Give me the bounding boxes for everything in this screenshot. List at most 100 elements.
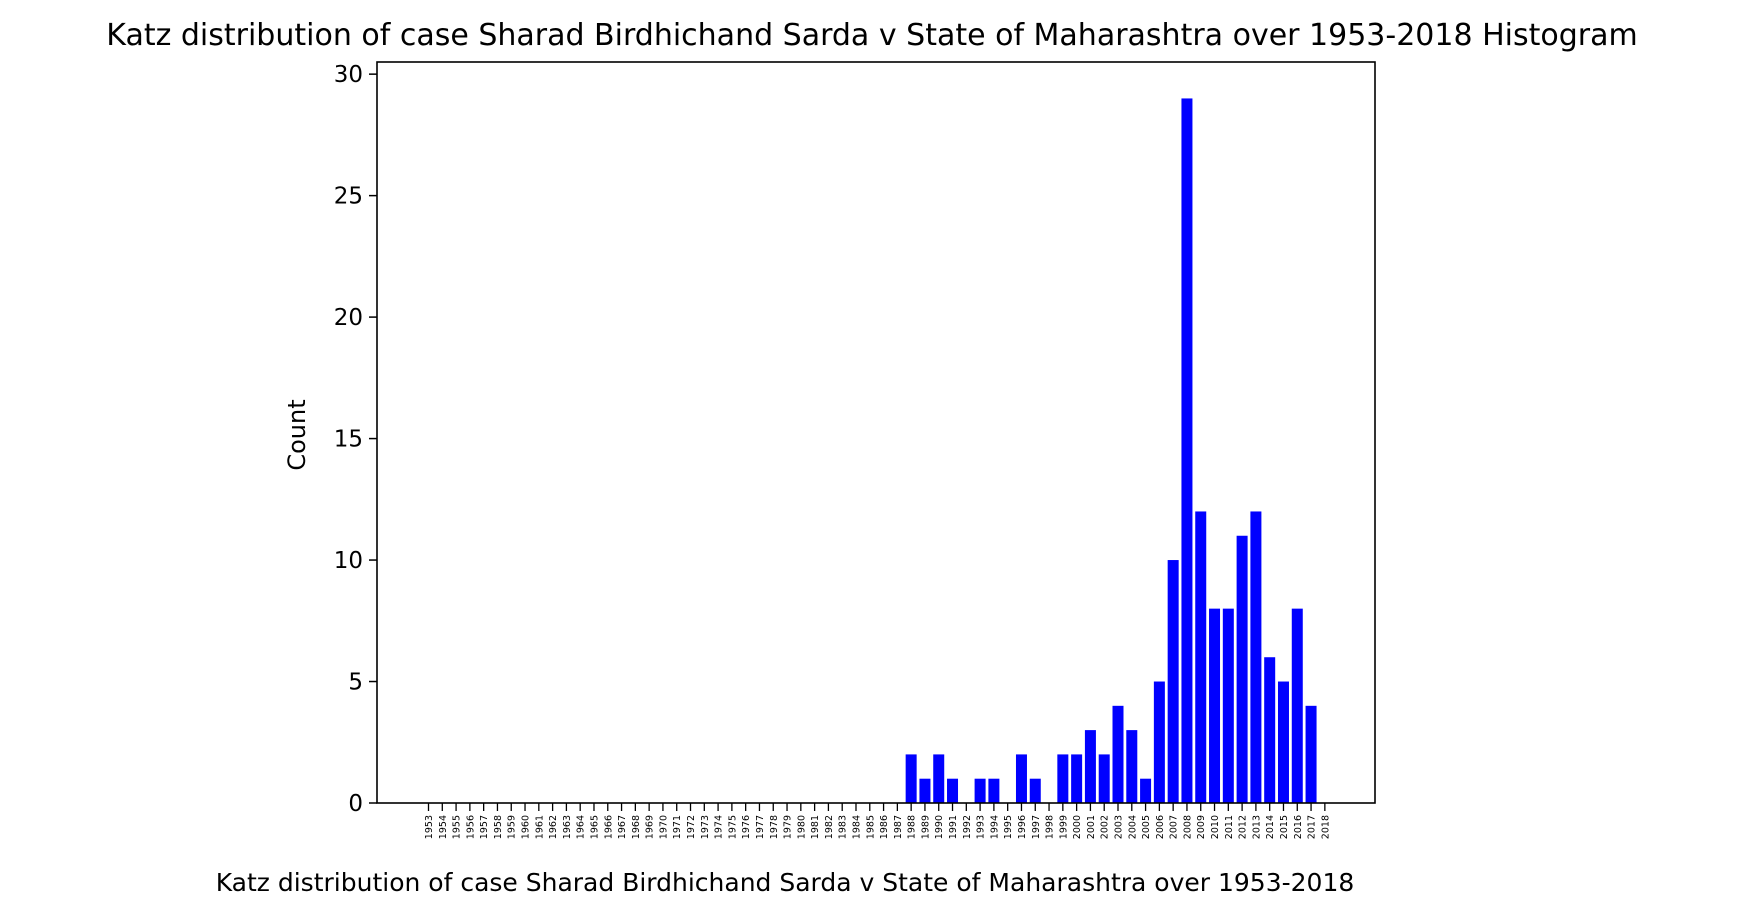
x-tick-label-1963: 1963 — [562, 815, 573, 839]
y-ticks-group: 0 5 10 15 20 25 30 — [334, 62, 377, 817]
x-tick-label-1996: 1996 — [1017, 815, 1028, 839]
x-tick-label-2015: 2015 — [1279, 815, 1290, 839]
x-tick-label-1961: 1961 — [534, 815, 545, 839]
x-tick-label-1969: 1969 — [645, 815, 656, 839]
x-tick-label-1981: 1981 — [810, 815, 821, 839]
x-tick-label-1990: 1990 — [934, 815, 945, 839]
x-tick-label-1967: 1967 — [617, 815, 628, 839]
x-tick-label-1959: 1959 — [507, 815, 518, 839]
bar-2010 — [1209, 608, 1221, 803]
y-tick-label: 5 — [348, 670, 363, 696]
x-tick-label-2000: 2000 — [1072, 815, 1083, 839]
y-axis-label: Count — [283, 399, 311, 470]
x-tick-label-1984: 1984 — [851, 815, 862, 839]
chart-title: Katz distribution of case Sharad Birdhic… — [106, 18, 1637, 53]
x-tick-label-1988: 1988 — [907, 815, 918, 839]
x-tick-label-1955: 1955 — [452, 815, 463, 839]
x-tick-label-1997: 1997 — [1031, 815, 1042, 839]
bar-2006 — [1153, 681, 1165, 803]
bar-1996 — [1015, 754, 1027, 803]
bar-1991 — [947, 778, 959, 803]
y-tick-label: 25 — [334, 184, 363, 210]
bar-1989 — [919, 778, 931, 803]
x-tick-label-1991: 1991 — [948, 815, 959, 839]
x-tick-label-1982: 1982 — [824, 815, 835, 839]
bars-group — [905, 98, 1317, 803]
x-tick-label-2010: 2010 — [1210, 815, 1221, 839]
x-tick-label-1962: 1962 — [548, 815, 559, 839]
bar-2016 — [1291, 608, 1303, 803]
x-axis-label: Katz distribution of case Sharad Birdhic… — [216, 868, 1355, 897]
x-tick-label-2012: 2012 — [1238, 815, 1249, 839]
x-tick-label-1993: 1993 — [976, 815, 987, 839]
x-tick-label-1975: 1975 — [727, 815, 738, 839]
bar-1988 — [905, 754, 917, 803]
x-tick-label-2018: 2018 — [1320, 815, 1331, 839]
x-tick-label-1986: 1986 — [879, 815, 890, 839]
bar-2003 — [1112, 705, 1124, 803]
plot-frame — [376, 61, 1376, 804]
bar-2007 — [1167, 560, 1179, 803]
bar-2012 — [1236, 535, 1248, 803]
y-tick-label: 20 — [334, 305, 363, 331]
x-tick-label-1999: 1999 — [1058, 815, 1069, 839]
bar-2009 — [1195, 511, 1207, 803]
bar-2015 — [1277, 681, 1289, 803]
x-tick-label-1965: 1965 — [589, 815, 600, 839]
x-tick-label-1960: 1960 — [521, 815, 532, 839]
x-tick-label-2011: 2011 — [1224, 815, 1235, 839]
x-tick-label-2013: 2013 — [1251, 815, 1262, 839]
x-tick-label-1957: 1957 — [479, 815, 490, 839]
x-tick-label-1978: 1978 — [769, 815, 780, 839]
y-tick-label: 0 — [348, 791, 363, 817]
bar-2008 — [1181, 98, 1193, 803]
bar-2002 — [1098, 754, 1110, 803]
x-tick-label-1966: 1966 — [603, 815, 614, 839]
bar-2005 — [1140, 778, 1152, 803]
x-tick-label-1970: 1970 — [658, 815, 669, 839]
x-tick-label-1964: 1964 — [576, 815, 587, 839]
x-tick-label-2017: 2017 — [1307, 815, 1318, 839]
x-tick-label-1973: 1973 — [700, 815, 711, 839]
bar-2000 — [1071, 754, 1083, 803]
x-tick-label-2008: 2008 — [1182, 815, 1193, 839]
x-tick-label-1958: 1958 — [493, 815, 504, 839]
x-ticks-group: 1953 1954 1955 1956 1957 1958 1959 1960 1961 1962… — [424, 803, 1331, 839]
x-tick-label-1998: 1998 — [1045, 815, 1056, 839]
bar-1999 — [1057, 754, 1069, 803]
x-tick-label-2004: 2004 — [1127, 815, 1138, 839]
x-tick-label-1992: 1992 — [962, 815, 973, 839]
bar-2014 — [1264, 657, 1276, 803]
bar-2017 — [1305, 705, 1317, 803]
x-tick-label-2006: 2006 — [1155, 815, 1166, 839]
x-tick-label-1980: 1980 — [796, 815, 807, 839]
x-tick-label-1994: 1994 — [989, 815, 1000, 839]
x-tick-label-2003: 2003 — [1114, 815, 1125, 839]
x-tick-label-1956: 1956 — [465, 815, 476, 839]
x-tick-label-1983: 1983 — [838, 815, 849, 839]
x-tick-label-1977: 1977 — [755, 815, 766, 839]
bar-1994 — [988, 778, 1000, 803]
x-tick-label-2014: 2014 — [1265, 815, 1276, 839]
x-tick-label-2016: 2016 — [1293, 815, 1304, 839]
x-tick-label-1985: 1985 — [865, 815, 876, 839]
x-tick-label-1995: 1995 — [1003, 815, 1014, 839]
x-tick-label-2009: 2009 — [1196, 815, 1207, 839]
y-tick-label: 10 — [334, 548, 363, 574]
x-tick-label-1974: 1974 — [714, 815, 725, 839]
bar-1993 — [974, 778, 986, 803]
bar-2011 — [1222, 608, 1234, 803]
x-tick-label-2007: 2007 — [1169, 815, 1180, 839]
x-tick-label-1989: 1989 — [920, 815, 931, 839]
y-tick-label: 30 — [334, 62, 363, 88]
x-tick-label-1972: 1972 — [686, 815, 697, 839]
bar-2001 — [1084, 730, 1096, 803]
x-tick-label-2005: 2005 — [1141, 815, 1152, 839]
x-tick-label-1954: 1954 — [438, 815, 449, 839]
x-tick-label-2002: 2002 — [1100, 815, 1111, 839]
x-tick-label-1987: 1987 — [893, 815, 904, 839]
bar-1990 — [933, 754, 945, 803]
bar-2004 — [1126, 730, 1138, 803]
x-tick-label-1968: 1968 — [631, 815, 642, 839]
